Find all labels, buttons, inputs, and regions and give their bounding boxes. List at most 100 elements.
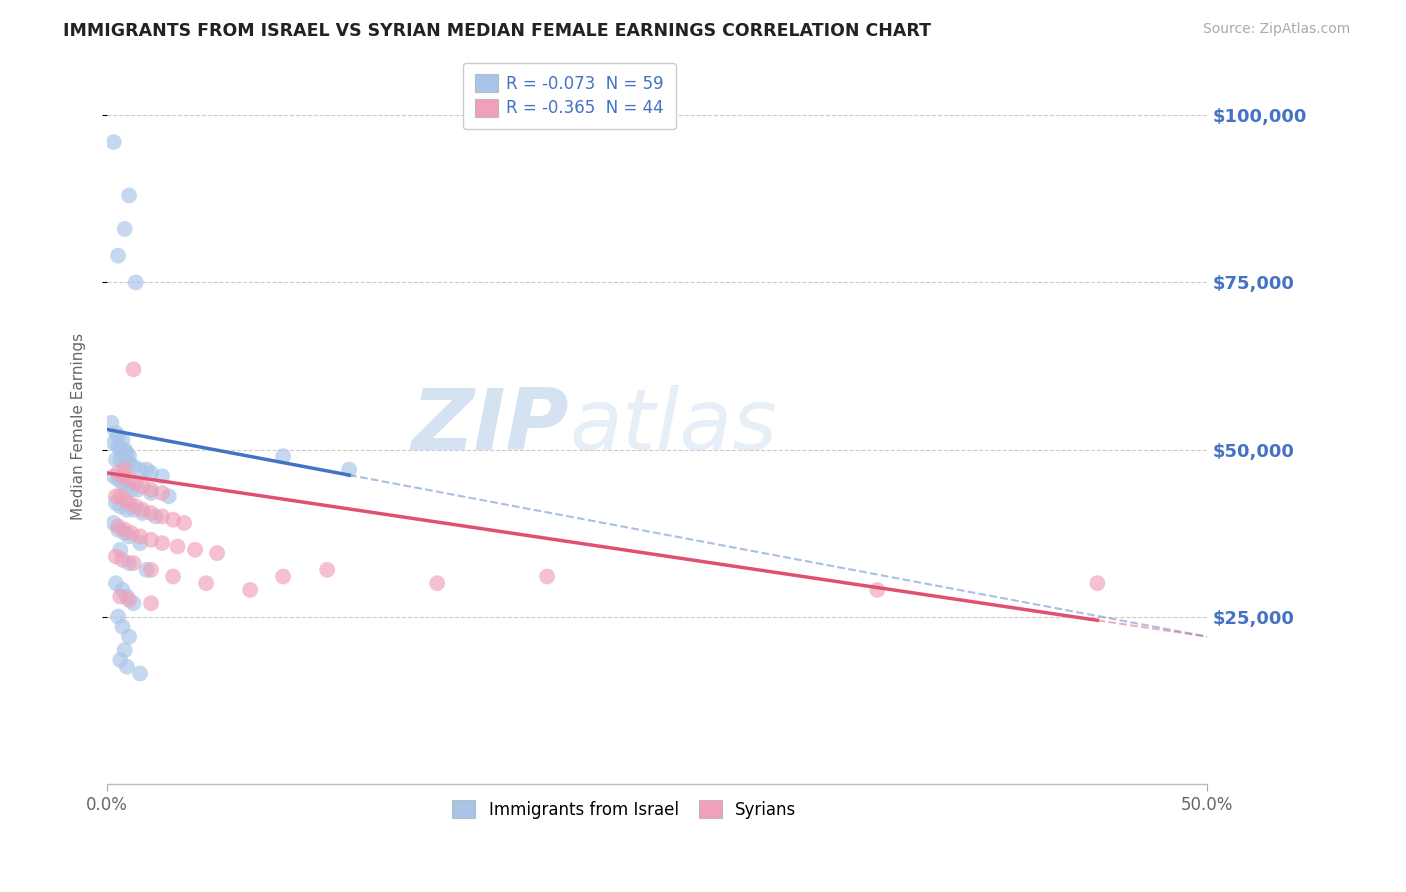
Point [110,489,132,503]
Point [129,462,152,476]
Point [111,469,134,483]
Text: atlas: atlas [569,384,778,467]
Point [114,492,136,507]
Point [104,425,127,440]
Point [239,582,262,597]
Point [162,513,184,527]
Point [107,429,129,443]
Point [129,666,152,681]
Point [145,509,167,524]
Point [103,135,125,149]
Point [139,483,162,497]
Point [131,506,153,520]
Point [129,536,152,550]
Point [1085,576,1108,591]
Point [107,523,129,537]
Point [184,542,207,557]
Point [150,469,173,483]
Point [103,516,125,530]
Point [114,442,136,457]
Y-axis label: Median Female Earnings: Median Female Earnings [72,333,86,520]
Point [205,546,228,560]
Point [139,563,162,577]
Point [139,596,162,610]
Point [107,519,129,533]
Point [195,576,218,591]
Point [110,500,132,514]
Point [118,496,141,510]
Point [115,590,138,604]
Point [426,576,449,591]
Point [271,449,294,463]
Point [122,556,145,570]
Point [115,446,138,460]
Point [162,569,184,583]
Point [150,509,173,524]
Point [111,475,134,490]
Point [114,456,136,470]
Point [866,582,889,597]
Point [118,449,141,463]
Point [110,442,132,457]
Point [120,526,142,541]
Text: IMMIGRANTS FROM ISRAEL VS SYRIAN MEDIAN FEMALE EARNINGS CORRELATION CHART: IMMIGRANTS FROM ISRAEL VS SYRIAN MEDIAN … [63,22,931,40]
Point [118,456,141,470]
Point [118,556,141,570]
Point [122,596,145,610]
Point [110,542,132,557]
Point [122,502,145,516]
Point [122,459,145,474]
Point [110,590,132,604]
Point [104,576,127,591]
Point [173,516,195,530]
Point [115,502,138,516]
Point [107,249,129,263]
Point [103,469,125,483]
Point [111,553,134,567]
Point [107,439,129,453]
Point [135,563,157,577]
Point [100,416,122,430]
Point [131,479,153,493]
Point [150,536,173,550]
Point [139,486,162,500]
Point [125,276,148,290]
Point [114,222,136,236]
Point [118,188,141,202]
Point [115,479,138,493]
Point [110,653,132,667]
Point [110,452,132,467]
Point [111,582,134,597]
Point [115,659,138,673]
Point [157,489,180,503]
Text: Source: ZipAtlas.com: Source: ZipAtlas.com [1202,22,1350,37]
Point [118,473,141,487]
Point [104,452,127,467]
Point [125,500,148,514]
Point [139,533,162,547]
Point [316,563,339,577]
Point [114,526,136,541]
Point [129,529,152,543]
Point [118,529,141,543]
Point [166,540,188,554]
Point [107,609,129,624]
Point [125,475,148,490]
Point [337,462,360,476]
Point [118,593,141,607]
Point [104,549,127,564]
Text: ZIP: ZIP [412,384,569,467]
Point [104,496,127,510]
Point [111,620,134,634]
Point [271,569,294,583]
Point [114,643,136,657]
Point [118,630,141,644]
Point [536,569,558,583]
Point [111,433,134,447]
Point [103,435,125,450]
Point [114,523,136,537]
Point [127,483,149,497]
Point [114,462,136,476]
Legend: Immigrants from Israel, Syrians: Immigrants from Israel, Syrians [446,794,803,825]
Point [120,483,142,497]
